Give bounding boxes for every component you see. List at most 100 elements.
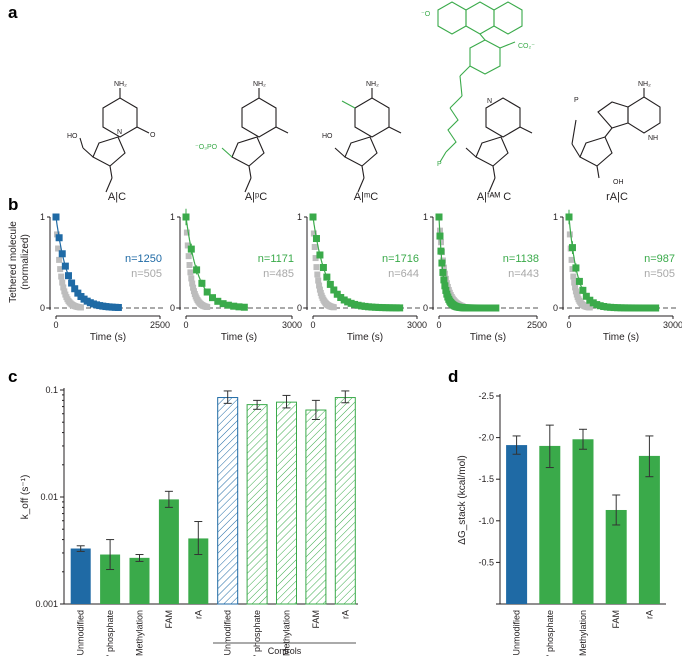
bar [129, 557, 150, 604]
category-label: Methylation [135, 610, 145, 656]
x-axis-label: Time (s) [221, 332, 257, 343]
control-point [313, 264, 320, 271]
data-point [55, 234, 63, 242]
control-point [566, 231, 573, 238]
y-tick-label: 0 [297, 303, 302, 313]
data-point [568, 244, 576, 252]
panel-label-c: c [8, 367, 17, 386]
y-tick-label: -0.5 [478, 557, 494, 567]
category-label: Methylation [578, 610, 588, 656]
data-point [52, 213, 60, 221]
decay-subplot: 1 00 3000 Time (s) n=987 n=505 [553, 209, 682, 343]
bar [539, 445, 561, 604]
control-point [186, 262, 193, 269]
atom-n: N [117, 129, 122, 136]
data-point [203, 288, 211, 296]
control-point [189, 280, 196, 287]
category-label: FAM [164, 610, 174, 629]
category-label: Unmodified [223, 610, 233, 656]
structure-dpc: NH₂ ⁻O₃PO [195, 81, 289, 193]
structure-fam: ⁻O CO₂⁻ N P [421, 1, 535, 193]
controls-label: Controls [268, 646, 302, 656]
atom-nh2: NH₂ [638, 81, 651, 88]
data-point [316, 251, 324, 259]
control-point [183, 229, 190, 236]
y-tick-label: 1 [297, 212, 302, 222]
data-point [436, 232, 444, 240]
data-point [61, 262, 69, 270]
y-tick-label: 0 [40, 303, 45, 313]
control-point [571, 279, 578, 286]
x-tick-label: 2500 [527, 320, 547, 330]
atom-nh: NH [648, 135, 658, 142]
data-point [224, 301, 232, 309]
x-tick-label: 0 [436, 320, 441, 330]
y-tick-label: 1 [423, 212, 428, 222]
control-point [315, 277, 322, 284]
category-label: 5' phosphate [252, 610, 262, 656]
b-ylabel-line2: (normalized) [20, 234, 31, 290]
x-tick-label: 3000 [407, 320, 427, 330]
n-count-control: n=505 [131, 268, 162, 280]
category-label: 5' phosphate [545, 610, 555, 656]
y-tick-label: -2.0 [478, 433, 494, 443]
control-point [185, 253, 192, 260]
control-point [330, 304, 337, 311]
y-tick-label: -1.5 [478, 474, 494, 484]
atom-nh2: NH₂ [114, 81, 127, 88]
category-label: rA [644, 610, 654, 619]
atom-ho: HO [67, 133, 78, 140]
atom-p: P [437, 161, 442, 168]
control-point [572, 284, 579, 291]
decay-subplot: 1 00 2500 Time (s) n=1138 n=443 [423, 212, 547, 343]
y-axis-label: k_off (s⁻¹) [20, 475, 31, 520]
atom-nh2: NH₂ [366, 81, 379, 88]
data-point [330, 286, 338, 294]
atom-oh: OH [613, 179, 624, 186]
bar [100, 554, 121, 604]
decay-subplot: 1 00 2500 Time (s) n=1250 n=505 [40, 212, 170, 343]
structure-label: A|ᵖC [245, 191, 267, 203]
data-point [492, 304, 500, 312]
data-point [114, 303, 122, 311]
bar [188, 538, 209, 604]
data-point [579, 286, 587, 294]
y-tick-label: 0 [170, 303, 175, 313]
control-point [59, 279, 66, 286]
control-point [188, 275, 195, 282]
data-point [435, 213, 443, 221]
y-tick-label: -2.5 [478, 391, 494, 401]
data-point [440, 276, 448, 284]
control-point [440, 264, 447, 271]
structure-label: A|C [108, 191, 126, 203]
x-axis-label: Time (s) [470, 332, 506, 343]
bar [276, 401, 297, 605]
data-point [323, 273, 331, 281]
b-ylabel-line1: Tethered molecule [8, 221, 19, 303]
data-point [319, 264, 327, 272]
y-tick-label: 0.01 [40, 492, 58, 502]
data-point [652, 304, 660, 312]
data-point [219, 300, 227, 308]
bar [70, 548, 91, 604]
x-tick-label: 0 [53, 320, 58, 330]
panel-label-d: d [448, 367, 458, 386]
atom-ho: HO [322, 133, 333, 140]
y-tick-label: 0 [423, 303, 428, 313]
data-point [240, 303, 248, 311]
data-point [198, 279, 206, 287]
panel-label-b: b [8, 195, 18, 214]
data-point [439, 268, 447, 276]
atom-phosphate: ⁻O₃PO [195, 144, 218, 151]
bar [638, 455, 660, 604]
x-axis-label: Time (s) [90, 332, 126, 343]
bar [246, 404, 268, 605]
control-point [310, 230, 317, 237]
structure-ra: NH₂ P OH NH [571, 81, 661, 186]
bar [334, 397, 356, 605]
structure-label: A|ᵐC [354, 191, 378, 203]
category-label: FAM [311, 610, 321, 629]
panel-label-a: a [8, 3, 18, 22]
control-point [190, 284, 197, 291]
